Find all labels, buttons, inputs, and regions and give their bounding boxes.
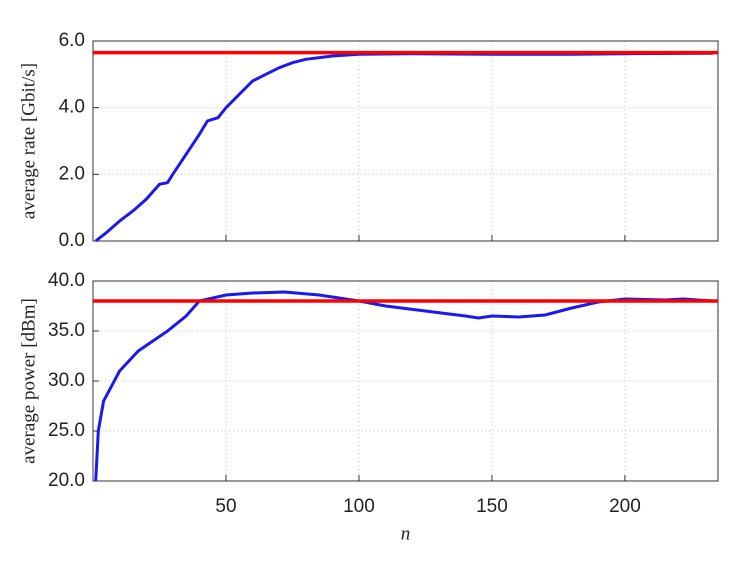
y-tick-label: 0.0 bbox=[59, 230, 85, 251]
y-axis-label: average power [dBm] bbox=[18, 298, 39, 464]
x-tick-label: 200 bbox=[609, 496, 641, 517]
y-tick-label: 25.0 bbox=[48, 420, 85, 441]
y-axis-label: average rate [Gbit/s] bbox=[18, 63, 39, 219]
x-axis-label: n bbox=[401, 523, 411, 544]
y-tick-label: 30.0 bbox=[48, 370, 85, 391]
x-tick-label: 150 bbox=[476, 496, 508, 517]
y-tick-label: 4.0 bbox=[59, 97, 85, 118]
y-tick-label: 35.0 bbox=[48, 320, 85, 341]
x-tick-label: 50 bbox=[215, 496, 236, 517]
y-tick-label: 20.0 bbox=[48, 470, 85, 491]
y-tick-label: 40.0 bbox=[48, 270, 85, 291]
y-tick-label: 6.0 bbox=[59, 30, 85, 51]
y-tick-label: 2.0 bbox=[59, 163, 85, 184]
data-line bbox=[94, 290, 713, 482]
axes-frame bbox=[92, 40, 719, 242]
x-tick-label: 100 bbox=[343, 496, 375, 517]
data-line bbox=[94, 51, 713, 243]
axes-frame bbox=[92, 280, 719, 482]
